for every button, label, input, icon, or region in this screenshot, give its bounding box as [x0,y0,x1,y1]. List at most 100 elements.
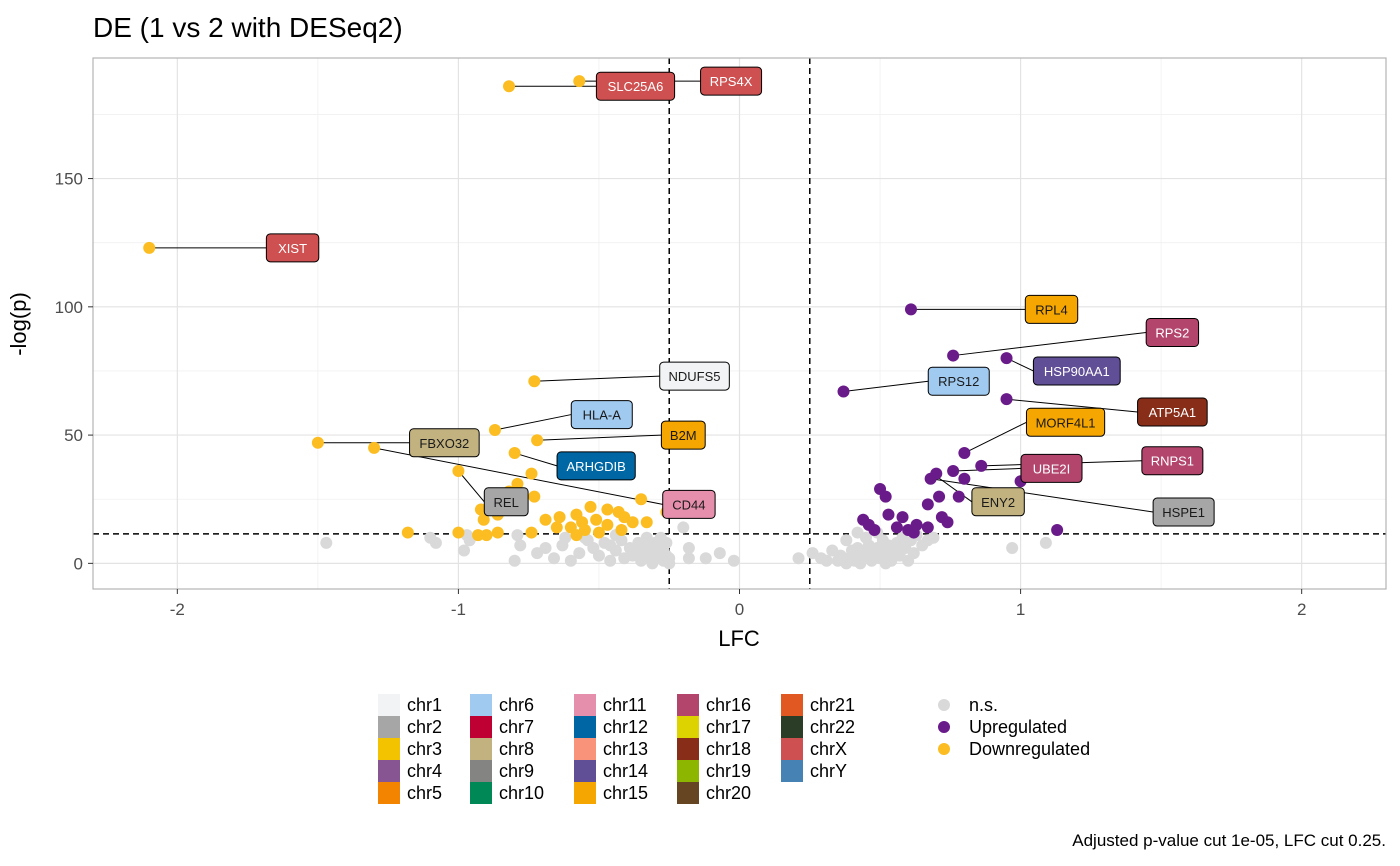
gene-label-box [1145,317,1200,347]
legend-swatch-chr20 [677,782,699,804]
upregulated-point [958,447,971,460]
label-connector [1006,398,1138,413]
downregulated-point [635,493,648,506]
gene-label-text: CD44 [672,497,705,512]
legend-label-chr17: chr17 [706,717,751,737]
y-axis-title: -log(p) [6,292,31,356]
legend-dot-down [938,743,950,755]
gene-label-box [1024,294,1079,324]
legend-label-chr9: chr9 [499,761,534,781]
legend-swatch-chr3 [378,738,400,760]
gene-label-text: ARHGDIB [567,459,626,474]
legend-label-chr3: chr3 [407,739,442,759]
legend-swatch-chr7 [470,716,492,738]
upregulated-point [921,498,934,511]
legend-swatch-chr18 [677,738,699,760]
gene-label-text: B2M [670,428,697,443]
gene-label-ube2i: UBE2I [1020,453,1083,483]
legend-swatch-chr8 [470,738,492,760]
upregulated-point [924,472,937,485]
legend-dot-up [938,721,950,733]
downregulated-point [550,521,563,534]
legend-dot-ns [938,699,950,711]
downregulated-point [601,518,614,531]
gene-label-box [1137,397,1208,427]
downregulated-point [452,465,465,477]
downregulated-point [480,529,493,542]
legend-label-chr13: chr13 [603,739,648,759]
ns-point [1039,536,1052,549]
downregulated-point [590,513,603,526]
ns-point [699,552,712,565]
y-tick-label: 0 [74,554,83,573]
legend-label-chr4: chr4 [407,761,442,781]
upregulated-point [952,490,965,503]
gene-label-text: SLC25A6 [608,79,664,94]
legend-swatch-chr9 [470,760,492,782]
y-tick-label: 150 [55,170,83,189]
gene-label-text: RPS12 [938,374,979,389]
legend-label-chr6: chr6 [499,695,534,715]
ns-point [511,529,524,542]
legend-label-chr12: chr12 [603,717,648,737]
gene-label-eny2: ENY2 [971,487,1025,517]
legend-swatch-chr6 [470,694,492,716]
gene-label-text: ENY2 [981,495,1015,510]
downregulated-point [539,513,552,526]
gene-label-arhgdib: ARHGDIB [556,451,636,481]
gene-label-rnps1: RNPS1 [1141,446,1204,476]
gene-label-text: RPS4X [710,74,753,89]
label-connector [843,380,929,392]
downregulated-point [368,441,381,454]
ns-point [604,539,617,552]
gene-label-text: MORF4L1 [1036,415,1096,430]
gene-label-morf4l1: MORF4L1 [1025,407,1106,437]
gene-label-box [1025,407,1106,437]
ns-point [539,541,552,554]
legend-swatch-chr1 [378,694,400,716]
label-connector [953,467,1022,472]
ns-point [649,536,662,549]
legend-label-chr1: chr1 [407,695,442,715]
legend-label-chr14: chr14 [603,761,648,781]
ns-point [663,552,676,565]
legend-label-chr10: chr10 [499,783,544,803]
legend-swatch-chr13 [574,738,596,760]
gene-label-box [660,420,706,450]
upregulated-point [1000,393,1013,406]
ns-point [429,536,442,549]
gene-label-b2m: B2M [660,420,706,450]
data-points [143,75,1064,570]
gene-label-box [927,366,990,396]
ns-point [713,547,726,560]
legend-label-chr19: chr19 [706,761,751,781]
downregulated-point [592,526,605,539]
legend-swatch-chr2 [378,716,400,738]
label-connector [953,331,1147,357]
gene-label-cd44: CD44 [662,489,716,519]
ns-point [902,554,915,567]
legend-swatch-chr14 [574,760,596,782]
legend-label-chr7: chr7 [499,717,534,737]
downregulated-point [626,516,639,529]
downregulated-point [525,467,538,480]
upregulated-point [1000,352,1013,365]
y-tick-label: 100 [55,298,83,317]
downregulated-point [452,526,465,539]
upregulated-point [933,490,946,503]
ns-point [1006,541,1019,554]
downregulated-point [143,241,156,254]
gene-label-text: REL [494,495,519,510]
upregulated-point [958,472,971,485]
ns-point [682,552,695,565]
ns-point [682,541,695,554]
ns-point [820,554,833,567]
ns-point [458,544,471,557]
ns-point [792,552,805,565]
ns-point [727,554,740,567]
legend-label-chr18: chr18 [706,739,751,759]
label-connector [373,447,663,505]
upregulated-point [882,508,895,521]
x-tick-label: 2 [1297,600,1306,619]
gene-label-box [662,489,716,519]
